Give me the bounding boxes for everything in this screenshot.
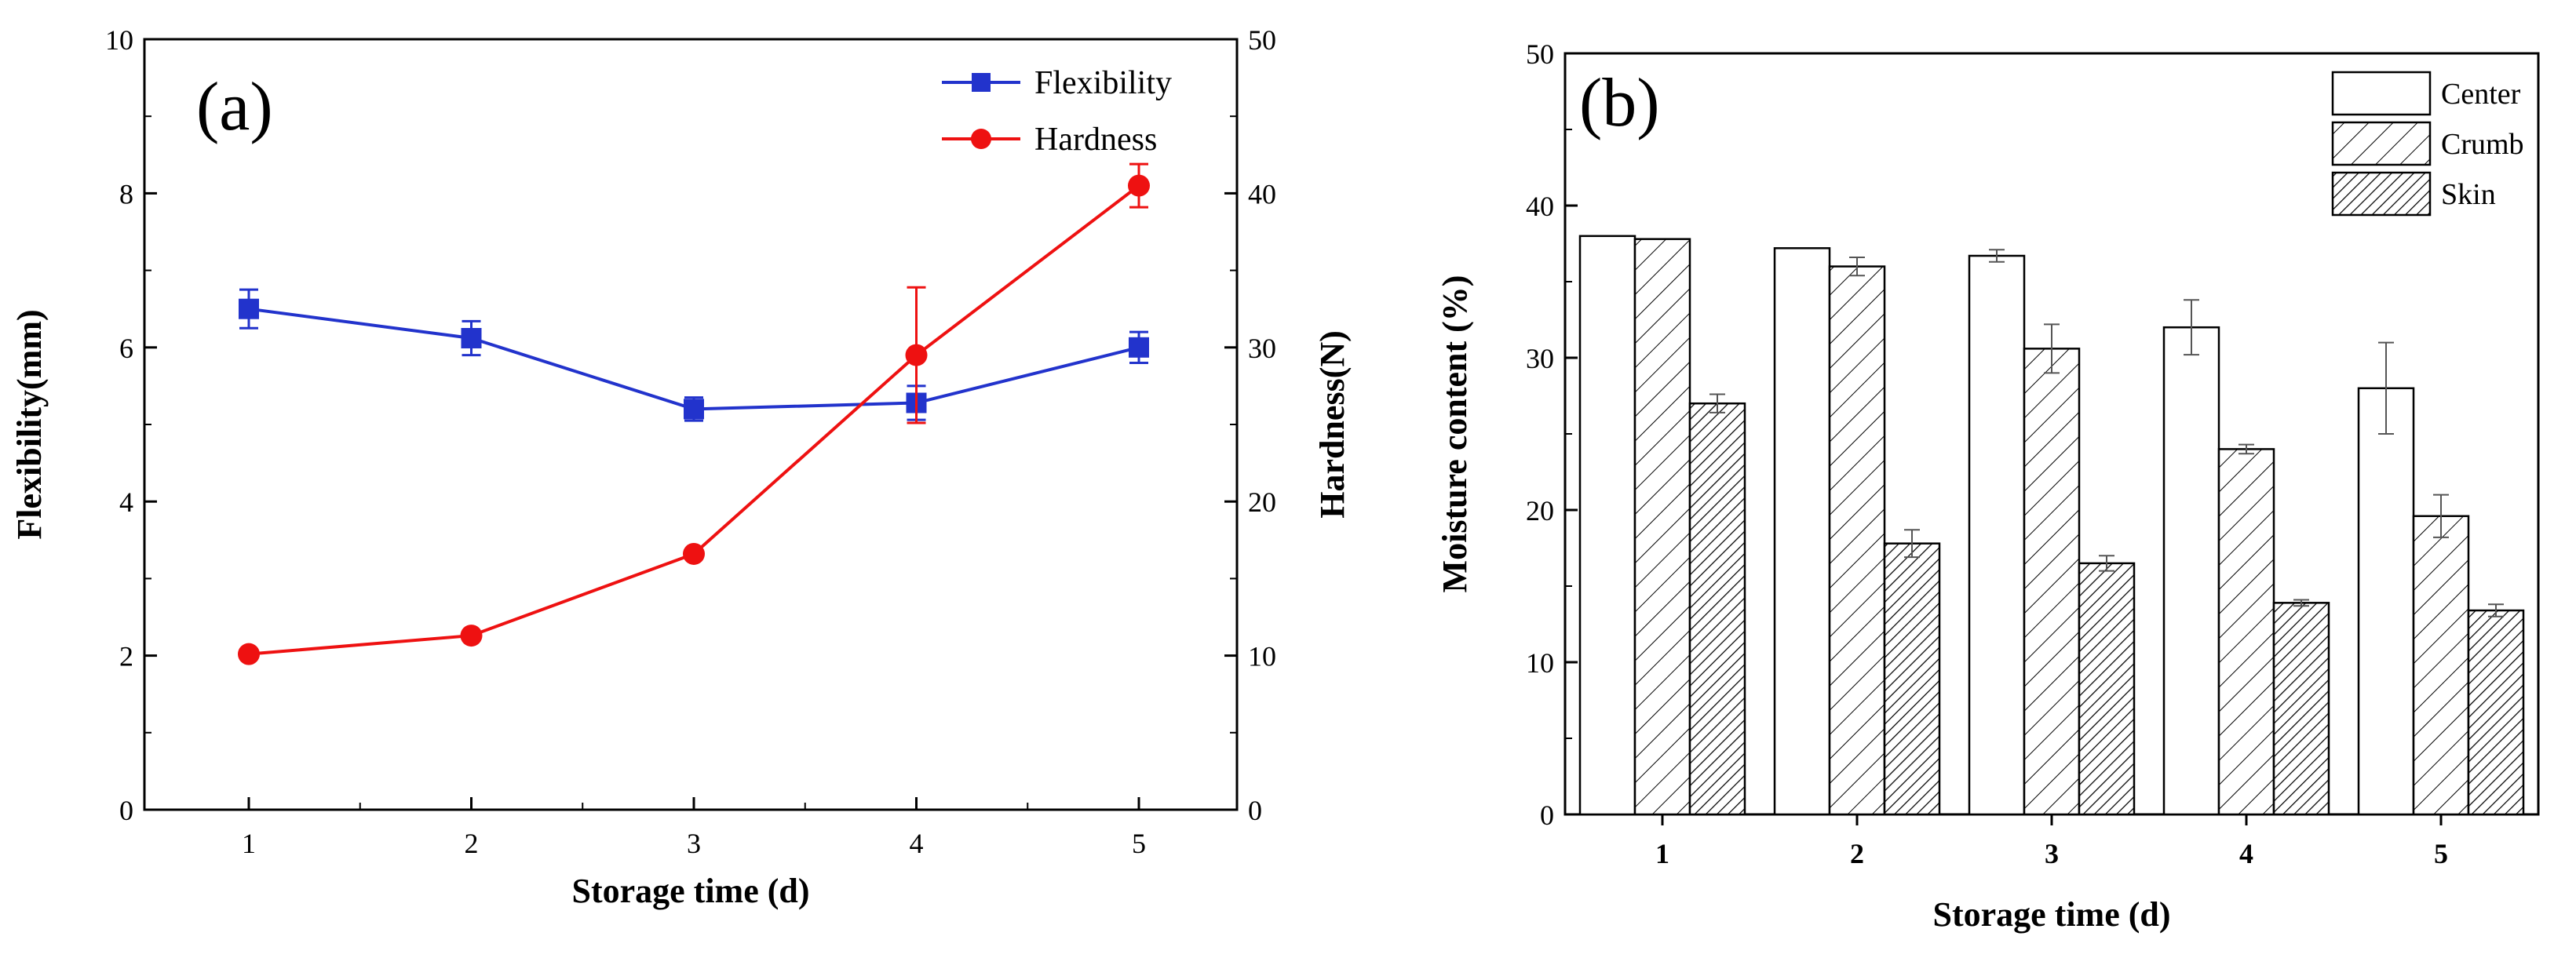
panel-b-y-tick-label: 30 (1526, 343, 1554, 374)
panel-a-right-y-tick-label: 10 (1248, 641, 1276, 672)
bar-crumb (2023, 348, 2081, 816)
data-point-hardness (905, 344, 928, 366)
panel-a-x-tick-label: 4 (910, 828, 924, 859)
panel-b-bar-chart: (b) 0 10 20 30 40 50 1 2 3 4 5 Storage time (d) Mo… (1436, 38, 2540, 934)
panel-a-x-axis-title: Storage time (d) (571, 872, 809, 910)
data-point-flexibility (461, 328, 482, 349)
panel-a-x-tick-label: 2 (465, 828, 479, 859)
bar-skin (2467, 609, 2525, 816)
panel-b-x-tick-label: 1 (1655, 838, 1669, 869)
panel-a-label: (a) (196, 69, 273, 145)
panel-b-bars (1578, 235, 2525, 816)
panel-b-x-tick-label: 5 (2434, 838, 2448, 869)
legend-label-crumb: Crumb (2441, 128, 2524, 161)
panel-b-y-tick-label: 0 (1540, 800, 1554, 831)
bar-skin (2078, 562, 2136, 816)
panel-b-x-tick-label: 4 (2239, 838, 2253, 869)
legend-swatch-center (2331, 71, 2432, 116)
panel-a-y-tick-label: 2 (119, 641, 133, 672)
bar-center (2357, 387, 2415, 816)
bar-center (1773, 247, 1831, 816)
panel-a-right-y-tick-label: 20 (1248, 486, 1276, 518)
panel-b-label: (b) (1579, 65, 1660, 141)
panel-b-legend: Center Crumb Skin (2331, 71, 2524, 217)
panel-b-y-tick-label: 10 (1526, 647, 1554, 679)
panel-a-x-tick-label: 5 (1132, 828, 1146, 859)
legend-swatch-skin (2331, 171, 2432, 217)
panel-a-right-y-tick-label: 30 (1248, 333, 1276, 364)
legend-label-center: Center (2441, 78, 2521, 111)
bar-crumb (2217, 448, 2275, 816)
panel-a-right-y-axis-title: Hardness(N) (1313, 330, 1352, 519)
panel-a-x-tick-label: 1 (242, 828, 256, 859)
data-point-flexibility (239, 298, 259, 319)
panel-a-series (238, 162, 1150, 665)
panel-a-y-tick-label: 4 (119, 486, 133, 518)
panel-a-axes: 0 2 4 6 8 10 0 10 20 30 40 50 1 2 3 4 5 (105, 24, 1276, 859)
panel-a-right-y-tick-label: 50 (1248, 24, 1276, 56)
panel-a-y-tick-label: 10 (105, 24, 133, 56)
bar-skin (1688, 402, 1746, 816)
panel-b-y-tick-label: 40 (1526, 191, 1554, 222)
bar-crumb (1633, 238, 1691, 816)
panel-a-y-axis-title: Flexibility(mm) (10, 309, 49, 539)
panel-a-y-tick-label: 6 (119, 333, 133, 364)
panel-a-legend: Flexibility Hardness (942, 65, 1172, 158)
panel-b-axes: 0 10 20 30 40 50 1 2 3 4 5 (1526, 38, 2448, 869)
bar-skin (2272, 602, 2330, 816)
panel-b-x-tick-label: 2 (1850, 838, 1864, 869)
legend-label-flexibility: Flexibility (1034, 65, 1172, 101)
panel-a-y-tick-label: 0 (119, 795, 133, 826)
bar-center (2162, 326, 2220, 816)
bar-skin (1883, 542, 1941, 816)
legend-marker-flexibility (972, 73, 991, 92)
bar-crumb (2412, 515, 2470, 816)
panel-a-x-tick-label: 3 (687, 828, 701, 859)
series-line-flexibility (248, 307, 1140, 411)
panel-a-right-y-tick-label: 0 (1248, 795, 1262, 826)
data-point-hardness (1128, 174, 1150, 197)
data-point-hardness (238, 643, 260, 665)
data-point-hardness (460, 625, 483, 647)
panel-a-right-y-tick-label: 40 (1248, 178, 1276, 209)
data-point-flexibility (684, 399, 704, 420)
data-point-hardness (683, 542, 705, 565)
bar-crumb (1828, 265, 1886, 816)
panel-b-y-tick-label: 20 (1526, 495, 1554, 526)
data-point-flexibility (1129, 337, 1149, 358)
panel-b-x-tick-label: 3 (2045, 838, 2059, 869)
panel-a-line-chart: (a) 0 2 4 6 8 10 0 10 20 30 40 50 1 2 3 4 5 Storage time… (10, 24, 1352, 910)
panel-b-y-tick-label: 50 (1526, 38, 1554, 70)
legend-label-hardness: Hardness (1034, 122, 1157, 158)
panel-b-x-axis-title: Storage time (d) (1932, 895, 2170, 934)
bar-center (1968, 254, 2026, 816)
panel-b-y-axis-title: Moisture content (%) (1436, 275, 1474, 593)
bar-center (1578, 235, 1636, 816)
legend-marker-hardness (971, 129, 991, 149)
panel-a-y-tick-label: 8 (119, 178, 133, 209)
legend-swatch-crumb (2331, 121, 2432, 166)
legend-label-skin: Skin (2441, 178, 2496, 211)
